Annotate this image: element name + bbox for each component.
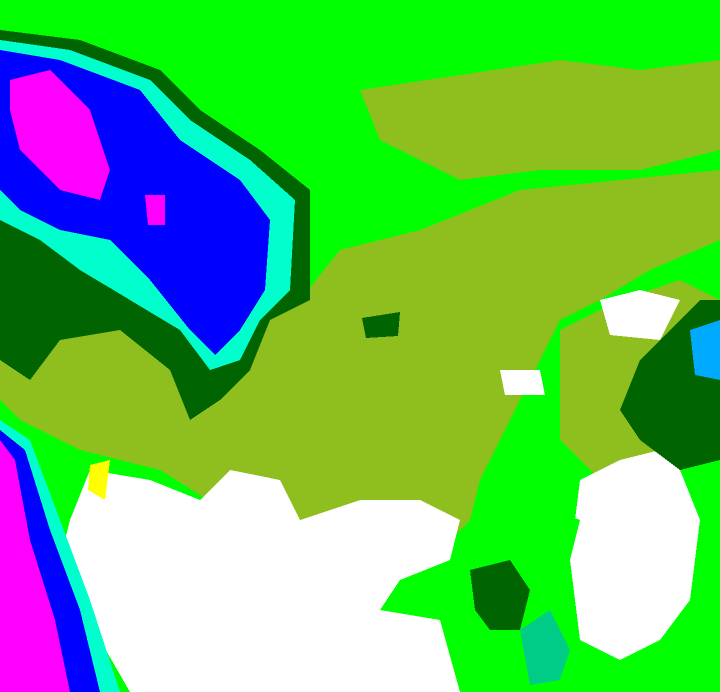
olive-band-upper bbox=[360, 60, 720, 180]
olive-region-lower bbox=[0, 170, 720, 570]
storm-spot-magenta bbox=[145, 195, 165, 225]
cloud-patch bbox=[600, 290, 680, 340]
dark-green-patch-lower bbox=[470, 560, 530, 630]
storm-core-magenta bbox=[10, 70, 110, 200]
lower-left-magenta bbox=[0, 440, 70, 692]
blue-right bbox=[690, 320, 720, 380]
cloud-right bbox=[570, 450, 700, 660]
cloud-main bbox=[60, 470, 470, 692]
cloud-edge-yellow bbox=[88, 460, 110, 500]
cloud-small bbox=[500, 370, 545, 395]
cyan-patch-lower bbox=[520, 610, 570, 685]
dark-green-patch-mid bbox=[362, 312, 400, 338]
